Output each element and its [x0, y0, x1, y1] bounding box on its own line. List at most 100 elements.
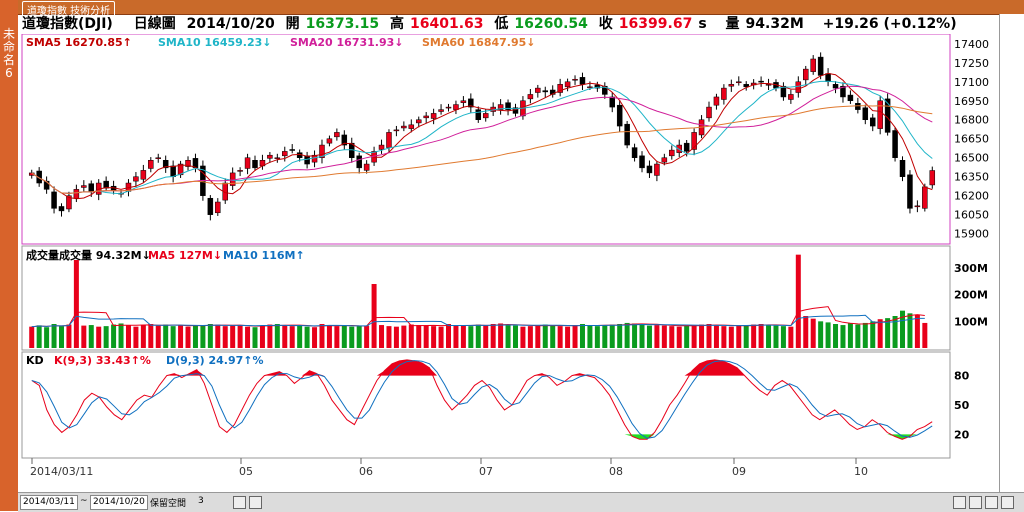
volume-bar	[594, 326, 600, 348]
start-date-field[interactable]: 2014/03/11	[20, 495, 78, 510]
candle-body	[408, 124, 415, 129]
candle-body	[453, 104, 459, 110]
volume-bar	[118, 323, 124, 348]
volume-bar	[334, 326, 340, 348]
candle-body	[43, 180, 50, 190]
stock-chart[interactable]: 17400 17250 17100 16950 16800 16650 16500 16350…	[18, 34, 1000, 492]
volume-bar	[691, 325, 697, 348]
volume-bar	[51, 324, 57, 348]
tab-technical[interactable]: 道瓊指數 技術分析	[22, 1, 116, 18]
volume-bar	[646, 325, 652, 348]
volume-bar	[304, 326, 310, 348]
kd-legend-item: K(9,3) 33.43↑%	[54, 354, 151, 367]
bottom-toolbar: 2014/03/11 ~ 2014/10/20 保留空間 3	[18, 492, 1024, 512]
candle-body	[810, 58, 816, 72]
right-scrollbar[interactable]	[999, 14, 1024, 492]
candle-body	[721, 87, 727, 100]
candle-body	[415, 119, 422, 124]
volume-bar	[88, 325, 94, 348]
candle-body	[185, 160, 191, 167]
volume-bar	[237, 325, 243, 348]
candle-body	[587, 86, 593, 89]
kd-panel-frame	[21, 351, 951, 459]
candle-body	[758, 80, 764, 83]
volume-panel-frame	[21, 245, 951, 351]
kd-overbought-fill	[31, 359, 933, 376]
scroll-left-icon[interactable]	[953, 496, 966, 509]
candle-body	[862, 107, 869, 120]
volume-bar	[192, 325, 198, 348]
volume-bar	[155, 325, 161, 348]
volume-bar	[527, 326, 533, 348]
volume-tick-label: 100M	[954, 315, 988, 328]
volume-bar	[713, 325, 719, 348]
keep-space-value[interactable]: 3	[198, 496, 204, 506]
volume-bar	[654, 325, 660, 348]
candle-body	[535, 87, 541, 93]
zoom-out-icon[interactable]	[249, 496, 262, 509]
volume-bar	[877, 319, 883, 348]
volume-bar	[438, 326, 444, 348]
candle-body	[215, 201, 221, 214]
settings-icon[interactable]	[985, 496, 998, 509]
end-date-field[interactable]: 2014/10/20	[90, 495, 148, 510]
candle-body	[356, 155, 362, 169]
volume-bar	[200, 325, 206, 348]
volume-bar	[371, 284, 377, 348]
volume-value: 94.32M	[745, 16, 804, 32]
volume-bar	[267, 324, 273, 348]
candle-body	[423, 115, 429, 119]
zoom-in-icon[interactable]	[233, 496, 246, 509]
volume-bar	[699, 324, 705, 348]
price-tick-label: 17400	[954, 38, 989, 51]
volume-bar	[676, 326, 682, 348]
volume-legend-item: MA10 116M↑	[223, 249, 305, 262]
quote-date: 2014/10/20	[186, 16, 275, 32]
volume-ma-line	[31, 314, 925, 328]
candle-body	[564, 81, 571, 88]
volume-bar	[684, 325, 690, 348]
volume-bar	[706, 324, 712, 348]
volume-bar	[892, 316, 898, 348]
candle-body	[497, 104, 504, 110]
volume-bar	[825, 322, 831, 348]
candle-body	[877, 100, 883, 129]
sma-line	[31, 80, 933, 195]
candle-body	[646, 165, 653, 174]
month-label: 06	[359, 465, 373, 478]
price-legend-item: SMA10 16459.23↓	[158, 36, 272, 49]
volume-bar	[326, 325, 332, 348]
price-tick-label: 17100	[954, 76, 989, 89]
open-value: 16373.15	[305, 16, 380, 32]
volume-bar	[44, 327, 50, 348]
volume-bar	[29, 326, 35, 348]
candle-body	[713, 96, 720, 106]
candle-body	[341, 134, 348, 146]
price-tick-label: 16200	[954, 190, 989, 203]
scroll-right-icon[interactable]	[969, 496, 982, 509]
sma-line	[31, 105, 933, 194]
close-icon[interactable]	[1001, 496, 1014, 509]
candle-body	[445, 106, 452, 109]
volume-bar	[751, 324, 757, 348]
candle-body	[780, 85, 787, 98]
candle-body	[363, 163, 370, 171]
candle-body	[869, 117, 876, 127]
volume-bar	[669, 326, 675, 348]
candle-body	[66, 195, 72, 210]
month-label: 09	[732, 465, 746, 478]
volume-bar	[289, 326, 295, 348]
volume-bar	[900, 310, 906, 348]
candle-body	[88, 183, 95, 193]
candle-body	[162, 160, 169, 169]
volume-legend-item: MA5 127M↓	[148, 249, 222, 262]
candle-body	[512, 107, 519, 114]
candle-body	[706, 106, 712, 119]
candle-body	[326, 138, 333, 144]
volume-bar	[498, 323, 504, 348]
price-tick-label: 16050	[954, 209, 989, 222]
volume-bar	[810, 318, 816, 348]
volume-bar	[379, 325, 385, 348]
side-tab[interactable]: 未命名6	[0, 0, 18, 511]
low-label: 低	[494, 16, 509, 32]
